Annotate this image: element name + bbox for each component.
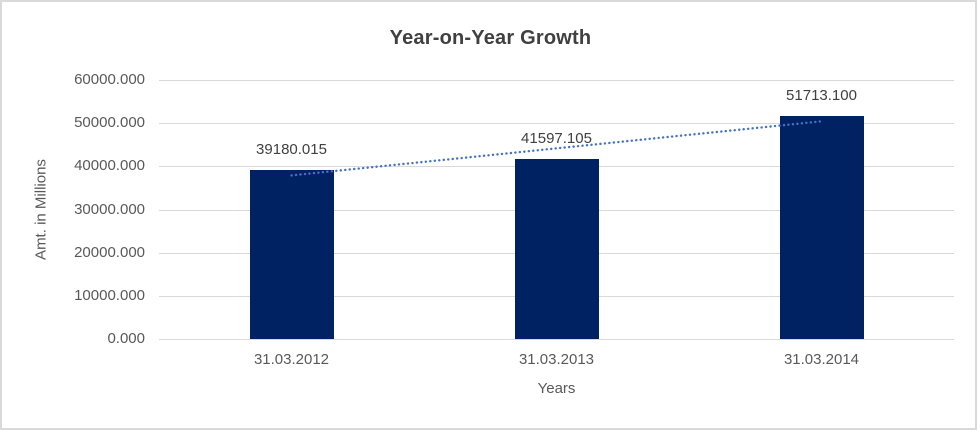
chart-title: Year-on-Year Growth xyxy=(389,27,592,49)
y-tick-label: 40000.000 xyxy=(74,157,145,174)
bar xyxy=(514,159,599,339)
x-axis-line xyxy=(159,339,954,340)
y-tick-label: 0.000 xyxy=(107,330,145,347)
x-category-label: 31.03.2012 xyxy=(253,351,330,368)
x-category-label: 31.03.2014 xyxy=(783,351,860,368)
gridline xyxy=(159,80,954,81)
bar xyxy=(249,169,334,339)
bar-data-label: 41597.105 xyxy=(521,130,592,148)
y-tick-label: 10000.000 xyxy=(74,287,145,304)
y-tick-label: 20000.000 xyxy=(74,244,145,261)
bar-data-label: 51713.100 xyxy=(786,86,857,104)
y-tick-label: 50000.000 xyxy=(74,114,145,131)
bar xyxy=(779,115,864,339)
bar-data-label: 39180.015 xyxy=(256,140,327,158)
y-tick-label: 60000.000 xyxy=(74,71,145,88)
y-tick-label: 30000.000 xyxy=(74,201,145,218)
x-category-label: 31.03.2013 xyxy=(518,351,595,368)
x-axis-title: Years xyxy=(537,380,576,397)
